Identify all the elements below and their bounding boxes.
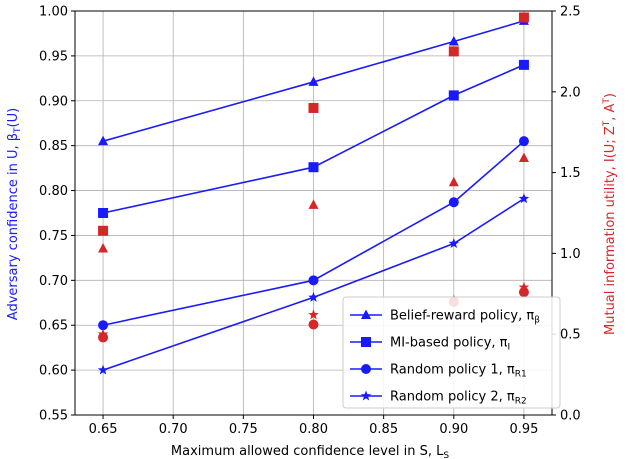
series-line [102, 197, 525, 371]
data-point [98, 208, 109, 218]
y-left-tick-label: 0.70 [39, 274, 68, 289]
legend-label: MI-based policy, πI [390, 336, 510, 353]
data-point [518, 59, 529, 70]
legend-item: Belief-reward policy, πβ [350, 309, 540, 326]
legend-label: Random policy 1, πR1 [390, 363, 527, 380]
right-series-layer [97, 12, 530, 343]
y-left-tick-label: 0.85 [39, 139, 68, 154]
y-right-tick-label: 1.0 [560, 247, 581, 262]
data-point [448, 238, 460, 248]
y-axis-left: 0.55 0.60 0.65 0.70 0.75 0.80 0.85 0.90 0.95 1.00 [39, 5, 75, 424]
y-left-tick-label: 0.95 [39, 49, 68, 64]
data-point [448, 90, 459, 101]
series-line [102, 20, 525, 142]
data-point [97, 328, 109, 339]
data-point [308, 162, 319, 173]
data-point [98, 332, 109, 343]
y-left-tick-label: 0.55 [39, 409, 68, 424]
legend: Belief-reward policy, πβ MI-based policy,… [342, 296, 561, 409]
y-left-tick-label: 0.65 [39, 319, 68, 334]
series-square [98, 59, 529, 218]
x-axis-label: Maximum allowed confidence level in S, L… [171, 444, 449, 459]
y-left-tick-label: 0.60 [39, 364, 68, 379]
series-line [102, 64, 525, 214]
data-point [308, 102, 319, 113]
data-point [308, 199, 319, 209]
legend-label: Random policy 2, πR2 [390, 390, 527, 407]
legend-box [342, 296, 561, 409]
right-series-square [98, 12, 529, 236]
y-left-tick-label: 0.90 [39, 94, 68, 109]
legend-marker [360, 390, 372, 401]
data-point [98, 135, 109, 146]
legend-item: Random policy 1, πR1 [350, 363, 527, 380]
x-tick-label: 0.85 [369, 422, 398, 437]
data-point [518, 136, 529, 147]
x-tick-label: 0.65 [89, 422, 118, 437]
x-tick-label: 0.70 [159, 422, 188, 437]
y-axis-right-label: Mutual information utility, I(U; ZT, AT) [602, 93, 618, 335]
series-star [97, 193, 530, 375]
data-point [97, 364, 109, 375]
legend-marker [361, 337, 371, 347]
data-point [98, 225, 109, 236]
data-point [448, 36, 459, 46]
y-right-tick-label: 2.5 [560, 5, 581, 20]
x-tick-label: 0.95 [509, 422, 538, 437]
y-right-tick-label: 0.5 [560, 328, 581, 343]
y-left-tick-label: 0.80 [39, 184, 68, 199]
x-tick-label: 0.75 [229, 422, 258, 437]
legend-marker [361, 364, 371, 374]
data-point [518, 193, 530, 204]
data-point [308, 291, 319, 302]
x-axis: 0.65 0.70 0.75 0.80 0.85 0.90 0.95 [89, 415, 538, 437]
legend-marker [361, 309, 371, 319]
data-point [518, 12, 529, 23]
series-line [102, 140, 525, 327]
data-point [448, 176, 459, 187]
y-axis-left-label: Adversary confidence in U, βT(U) [6, 108, 23, 320]
legend-item: MI-based policy, πI [350, 336, 510, 353]
x-tick-label: 0.90 [439, 422, 468, 437]
y-left-tick-label: 1.00 [39, 5, 68, 20]
data-point [98, 243, 109, 253]
data-point [308, 275, 319, 286]
y-axis-right: 0.0 0.5 1.0 1.5 2.0 2.5 [552, 5, 581, 424]
y-right-tick-label: 0.0 [560, 409, 581, 424]
series-circle [98, 136, 529, 331]
legend-item: Random policy 2, πR2 [350, 390, 527, 407]
data-point [98, 320, 109, 331]
data-point [518, 281, 530, 292]
y-right-tick-label: 2.0 [560, 85, 581, 100]
data-point [308, 319, 319, 330]
x-tick-label: 0.80 [299, 422, 328, 437]
y-right-tick-label: 1.5 [560, 166, 581, 181]
data-point [308, 76, 319, 86]
data-point [448, 197, 459, 208]
y-left-tick-label: 0.75 [39, 229, 68, 244]
data-point [518, 152, 529, 163]
data-point [448, 46, 459, 57]
series-layer [97, 15, 530, 375]
legend-label: Belief-reward policy, πβ [390, 309, 540, 326]
data-point [308, 309, 319, 320]
right-series-triangle [98, 152, 529, 253]
